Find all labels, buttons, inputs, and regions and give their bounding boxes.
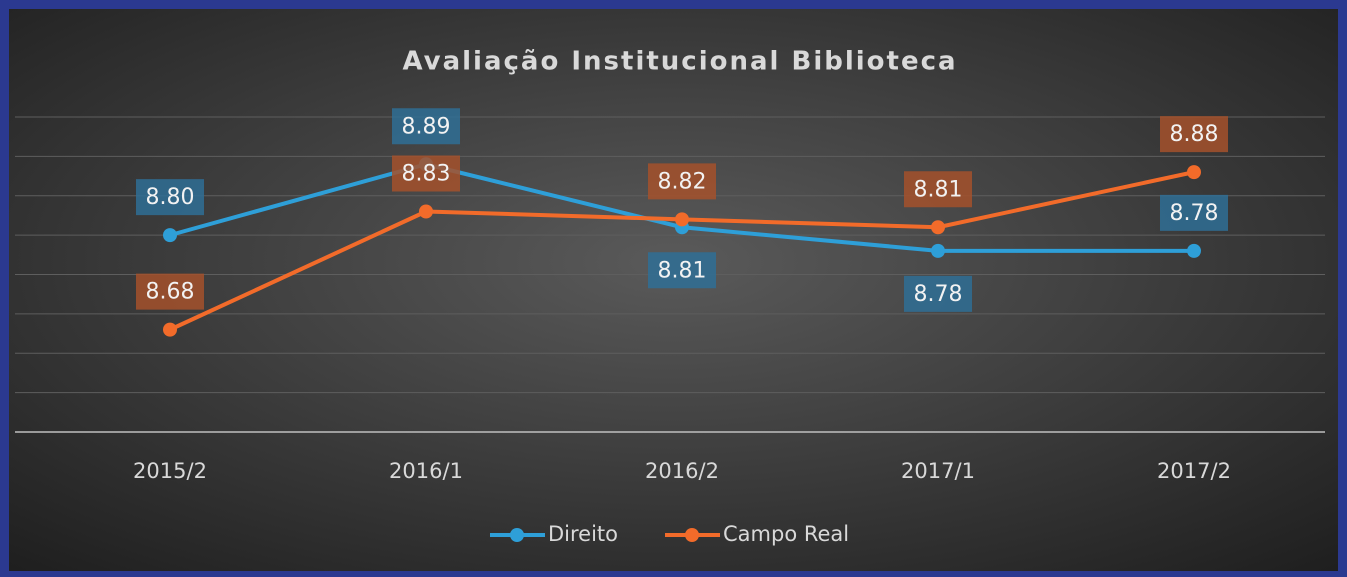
- data-label-box: [392, 155, 460, 192]
- legend-label: Campo Real: [723, 522, 849, 546]
- marker: [419, 204, 433, 219]
- marker: [163, 228, 177, 243]
- data-label: 8.88: [1170, 122, 1219, 147]
- data-label-box: [904, 275, 972, 312]
- data-label: 8.81: [914, 177, 963, 202]
- x-tick-label: 2016/1: [389, 459, 463, 483]
- legend-marker: [685, 528, 699, 542]
- data-label: 8.68: [146, 280, 195, 305]
- chart-background: [9, 9, 1338, 571]
- data-label: 8.78: [1170, 201, 1219, 226]
- marker: [931, 220, 945, 235]
- x-tick-label: 2016/2: [645, 459, 719, 483]
- data-label: 8.82: [658, 169, 707, 194]
- data-label: 8.80: [146, 185, 195, 210]
- data-label-box: [648, 163, 716, 200]
- marker: [1187, 165, 1201, 180]
- x-tick-label: 2015/2: [133, 459, 207, 483]
- data-label: 8.78: [914, 282, 963, 307]
- x-tick-label: 2017/1: [901, 459, 975, 483]
- data-label: 8.81: [658, 258, 707, 283]
- data-label-box: [136, 273, 204, 310]
- data-label-box: [392, 108, 460, 145]
- marker: [163, 322, 177, 337]
- x-tick-label: 2017/2: [1157, 459, 1231, 483]
- data-label: 8.83: [402, 162, 451, 187]
- data-label-box: [1160, 116, 1228, 153]
- marker: [1187, 243, 1201, 258]
- marker: [675, 212, 689, 227]
- legend-marker: [510, 528, 524, 542]
- chart-title: Avaliação Institucional Biblioteca: [402, 47, 957, 77]
- marker: [931, 243, 945, 258]
- data-label-box: [648, 252, 716, 289]
- data-label-box: [904, 171, 972, 208]
- data-label: 8.89: [402, 114, 451, 139]
- legend-label: Direito: [548, 522, 618, 546]
- data-label-box: [136, 179, 204, 216]
- data-label-box: [1160, 194, 1228, 231]
